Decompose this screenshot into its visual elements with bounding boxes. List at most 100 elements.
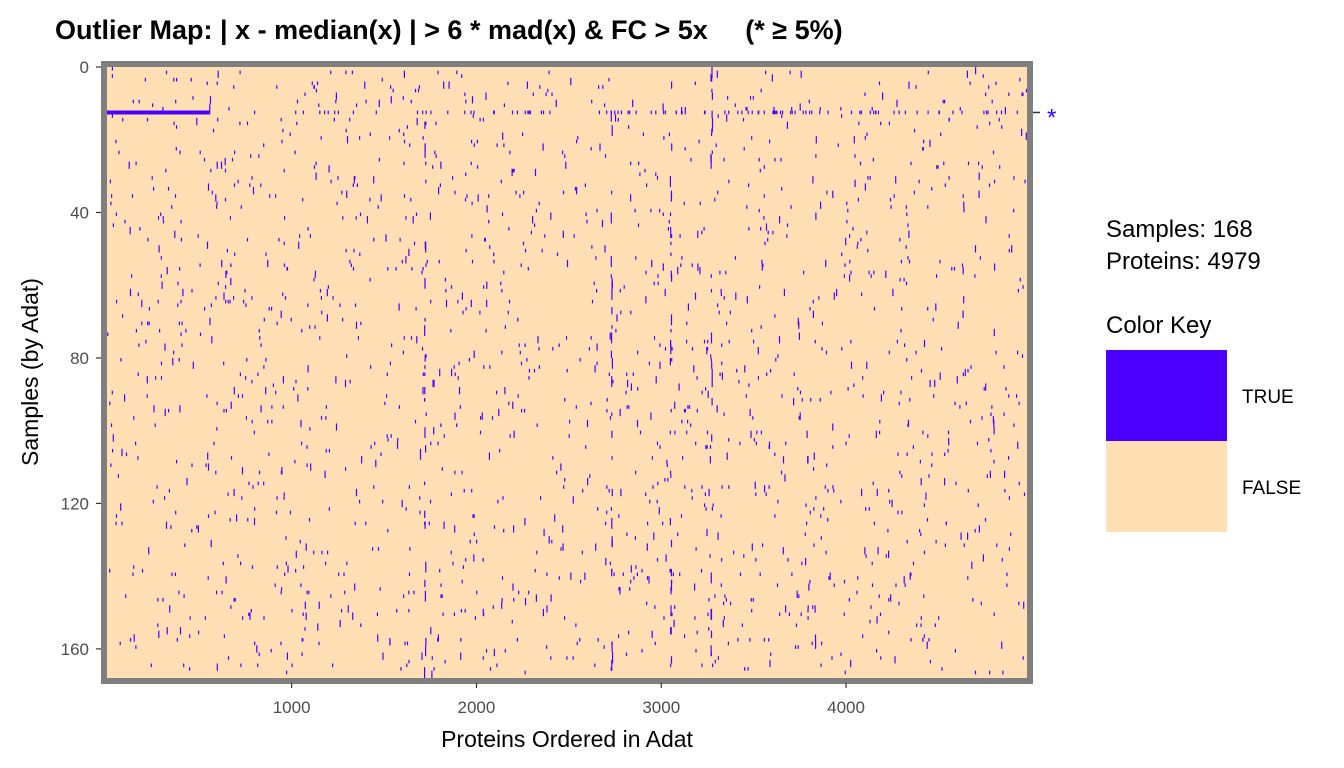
outlier-mark <box>415 307 417 311</box>
outlier-mark <box>814 605 816 613</box>
outlier-mark <box>843 579 846 584</box>
outlier-mark <box>636 419 639 428</box>
outlier-mark <box>866 230 868 235</box>
outlier-mark <box>335 92 337 100</box>
outlier-mark <box>403 139 406 144</box>
outlier-mark <box>813 507 815 511</box>
outlier-mark <box>180 237 182 242</box>
outlier-mark <box>581 550 583 555</box>
outlier-mark <box>586 219 588 224</box>
outlier-mark <box>820 514 822 518</box>
outlier-mark <box>681 256 683 260</box>
outlier-mark <box>906 452 908 457</box>
outlier-mark <box>357 336 359 340</box>
outlier-mark <box>399 237 401 242</box>
outlier-mark <box>641 568 643 573</box>
outlier-mark <box>799 390 802 395</box>
outlier-mark <box>697 234 699 238</box>
outlier-mark <box>699 201 701 206</box>
outlier-mark <box>931 452 933 457</box>
outlier-mark <box>821 641 823 646</box>
outlier-mark <box>964 368 966 377</box>
outlier-mark <box>217 117 219 122</box>
outlier-mark <box>653 336 656 340</box>
outlier-mark <box>207 183 210 191</box>
outlier-mark <box>856 590 858 595</box>
outlier-mark <box>302 197 304 202</box>
outlier-mark <box>864 92 866 97</box>
outlier-mark <box>582 488 584 493</box>
outlier-mark <box>346 136 349 144</box>
outlier-mark <box>901 307 903 311</box>
outlier-mark <box>520 361 523 366</box>
flag-star-marker: * <box>1047 104 1056 131</box>
outlier-mark <box>696 408 698 413</box>
outlier-mark <box>670 227 672 238</box>
outlier-mark <box>850 110 853 115</box>
outlier-mark <box>203 157 206 162</box>
outlier-mark <box>923 594 925 598</box>
outlier-mark <box>366 216 368 224</box>
outlier-mark <box>309 234 311 238</box>
outlier-mark <box>888 488 890 493</box>
outlier-mark <box>155 376 157 380</box>
outlier-mark <box>797 645 799 649</box>
outlier-mark <box>566 656 568 660</box>
outlier-mark <box>342 317 344 322</box>
outlier-mark <box>230 277 232 286</box>
outlier-mark <box>461 579 463 584</box>
outlier-mark <box>522 132 524 137</box>
outlier-mark <box>876 616 878 624</box>
outlier-mark <box>314 270 317 275</box>
outlier-mark <box>1024 179 1026 184</box>
outlier-mark <box>524 110 526 115</box>
outlier-mark <box>551 92 553 97</box>
outlier-mark <box>186 478 188 486</box>
outlier-mark <box>763 638 765 642</box>
outlier-mark <box>670 656 673 664</box>
outlier-mark <box>320 296 322 300</box>
outlier-mark <box>121 448 123 457</box>
outlier-mark <box>519 194 521 198</box>
outlier-mark <box>967 161 970 166</box>
outlier-mark <box>250 154 252 158</box>
outlier-mark <box>598 110 600 115</box>
outlier-mark <box>577 136 579 140</box>
outlier-mark <box>424 521 426 529</box>
outlier-mark <box>611 641 613 653</box>
outlier-mark <box>135 441 137 446</box>
outlier-mark <box>684 485 686 489</box>
outlier-mark <box>424 427 426 438</box>
outlier-mark <box>430 110 432 115</box>
outlier-mark <box>974 245 977 253</box>
outlier-mark <box>518 590 520 595</box>
outlier-mark <box>378 157 380 162</box>
outlier-mark <box>332 296 334 300</box>
outlier-mark <box>411 267 413 271</box>
outlier-mark <box>253 518 256 526</box>
outlier-mark <box>778 336 781 344</box>
outlier-mark <box>947 448 949 453</box>
outlier-mark <box>782 547 784 555</box>
outlier-mark <box>806 430 808 438</box>
outlier-mark <box>789 70 791 75</box>
outlier-mark <box>199 263 201 267</box>
outlier-mark <box>440 423 442 427</box>
outlier-mark <box>882 92 884 100</box>
outlier-mark <box>767 230 769 235</box>
outlier-mark <box>670 408 672 413</box>
outlier-mark <box>454 470 456 475</box>
outlier-mark <box>667 227 669 231</box>
samples-count-label: Samples: 168 <box>1106 216 1253 243</box>
outlier-mark <box>905 205 907 209</box>
outlier-mark <box>974 528 976 533</box>
outlier-mark <box>131 194 134 198</box>
outlier-mark <box>373 485 375 489</box>
outlier-mark <box>901 510 903 515</box>
outlier-mark <box>611 332 613 344</box>
outlier-mark <box>677 267 679 275</box>
outlier-mark <box>710 274 712 278</box>
outlier-mark <box>763 165 765 169</box>
outlier-mark <box>410 99 412 104</box>
outlier-mark <box>151 176 153 180</box>
